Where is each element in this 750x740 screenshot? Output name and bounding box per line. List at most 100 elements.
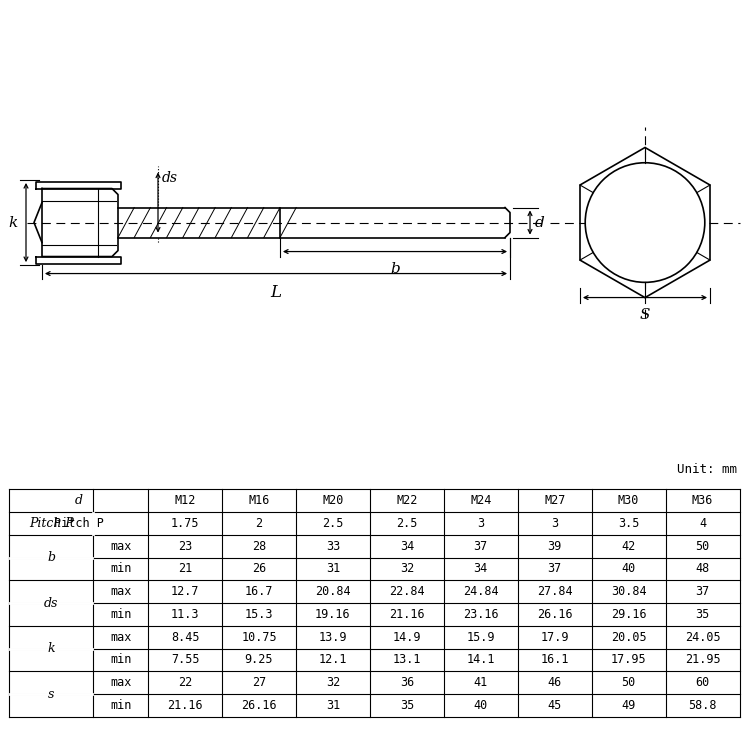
Text: 31: 31: [326, 562, 340, 576]
Text: 21.95: 21.95: [685, 653, 721, 667]
Text: min: min: [110, 608, 131, 621]
Text: max: max: [110, 676, 131, 689]
Text: 17.95: 17.95: [610, 653, 646, 667]
Text: 15.3: 15.3: [244, 608, 273, 621]
Text: 26.16: 26.16: [242, 699, 277, 712]
Text: 10.75: 10.75: [242, 630, 277, 644]
Text: 37: 37: [695, 585, 709, 598]
Text: 3.5: 3.5: [618, 517, 639, 530]
Text: 21.16: 21.16: [389, 608, 424, 621]
Text: 22.84: 22.84: [389, 585, 424, 598]
Text: 29.16: 29.16: [610, 608, 646, 621]
Text: k: k: [47, 642, 55, 655]
Text: 37: 37: [548, 562, 562, 576]
Text: 40: 40: [474, 699, 488, 712]
Text: 45: 45: [548, 699, 562, 712]
Text: 26.16: 26.16: [537, 608, 572, 621]
Text: M36: M36: [692, 494, 713, 507]
Text: 2.5: 2.5: [322, 517, 344, 530]
Text: 50: 50: [695, 539, 709, 553]
Text: 49: 49: [622, 699, 636, 712]
Text: 9.25: 9.25: [244, 653, 273, 667]
Text: 37: 37: [474, 539, 488, 553]
Text: ds: ds: [162, 170, 178, 184]
Text: 50: 50: [622, 676, 636, 689]
Text: max: max: [110, 630, 131, 644]
Text: d: d: [74, 494, 82, 507]
Text: d: d: [535, 215, 544, 229]
Text: 34: 34: [474, 562, 488, 576]
Text: 35: 35: [695, 608, 709, 621]
Text: 26: 26: [252, 562, 266, 576]
Text: 20.05: 20.05: [610, 630, 646, 644]
Text: max: max: [110, 585, 131, 598]
Text: Pitch P: Pitch P: [28, 517, 74, 530]
Text: 14.1: 14.1: [466, 653, 495, 667]
Text: 35: 35: [400, 699, 414, 712]
Text: M30: M30: [618, 494, 639, 507]
Text: 24.05: 24.05: [685, 630, 721, 644]
Text: s: s: [48, 687, 54, 701]
Text: 1.75: 1.75: [171, 517, 200, 530]
Text: 27: 27: [252, 676, 266, 689]
Text: 7.55: 7.55: [171, 653, 200, 667]
Text: max: max: [110, 539, 131, 553]
Text: b: b: [47, 551, 55, 564]
Text: 19.16: 19.16: [315, 608, 351, 621]
Text: 2: 2: [256, 517, 262, 530]
Text: 21: 21: [178, 562, 192, 576]
Circle shape: [585, 163, 705, 283]
Text: 17.9: 17.9: [541, 630, 569, 644]
Text: L: L: [271, 283, 281, 300]
Text: 22: 22: [178, 676, 192, 689]
Text: min: min: [110, 699, 131, 712]
Text: 16.7: 16.7: [244, 585, 273, 598]
Text: 40: 40: [622, 562, 636, 576]
Text: 34: 34: [400, 539, 414, 553]
Text: 13.9: 13.9: [319, 630, 347, 644]
Text: 12.7: 12.7: [171, 585, 200, 598]
Text: 4: 4: [699, 517, 706, 530]
Text: 31: 31: [326, 699, 340, 712]
Text: M12: M12: [174, 494, 196, 507]
Text: 42: 42: [622, 539, 636, 553]
Text: Unit: mm: Unit: mm: [677, 463, 737, 476]
Text: 33: 33: [326, 539, 340, 553]
Text: 23.16: 23.16: [463, 608, 499, 621]
Text: 30.84: 30.84: [610, 585, 646, 598]
Text: 8.45: 8.45: [171, 630, 200, 644]
Text: 27.84: 27.84: [537, 585, 572, 598]
Text: 39: 39: [548, 539, 562, 553]
Text: 58.8: 58.8: [688, 699, 717, 712]
Text: 32: 32: [400, 562, 414, 576]
Text: M27: M27: [544, 494, 566, 507]
Text: Pitch P: Pitch P: [53, 517, 104, 530]
Text: M24: M24: [470, 494, 491, 507]
Text: b: b: [390, 261, 400, 275]
Text: 16.1: 16.1: [541, 653, 569, 667]
Text: 14.9: 14.9: [392, 630, 421, 644]
Text: ds: ds: [44, 596, 58, 610]
Text: min: min: [110, 562, 131, 576]
Text: M22: M22: [396, 494, 418, 507]
Text: 32: 32: [326, 676, 340, 689]
Text: 20.84: 20.84: [315, 585, 351, 598]
Text: k: k: [9, 215, 18, 229]
Polygon shape: [580, 147, 710, 297]
Text: 28: 28: [252, 539, 266, 553]
Text: 23: 23: [178, 539, 192, 553]
Text: 2.5: 2.5: [396, 517, 418, 530]
Text: 21.16: 21.16: [167, 699, 202, 712]
Text: M20: M20: [322, 494, 344, 507]
Text: S: S: [640, 308, 650, 322]
Text: min: min: [110, 653, 131, 667]
Text: 3: 3: [477, 517, 484, 530]
Text: 24.84: 24.84: [463, 585, 499, 598]
Text: 11.3: 11.3: [171, 608, 200, 621]
Text: 46: 46: [548, 676, 562, 689]
Text: 13.1: 13.1: [392, 653, 421, 667]
Text: 12.1: 12.1: [319, 653, 347, 667]
Text: 3: 3: [551, 517, 558, 530]
Text: 36: 36: [400, 676, 414, 689]
Text: 41: 41: [474, 676, 488, 689]
